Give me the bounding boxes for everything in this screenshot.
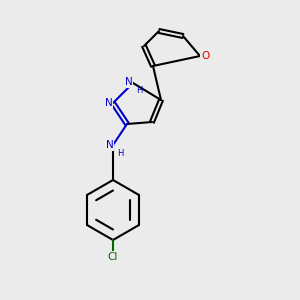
Text: Cl: Cl — [108, 252, 118, 262]
Text: N: N — [105, 98, 113, 108]
Text: H: H — [117, 149, 123, 158]
Text: H: H — [136, 86, 142, 95]
Text: O: O — [201, 51, 209, 61]
Text: N: N — [125, 77, 133, 87]
Text: N: N — [106, 140, 114, 150]
